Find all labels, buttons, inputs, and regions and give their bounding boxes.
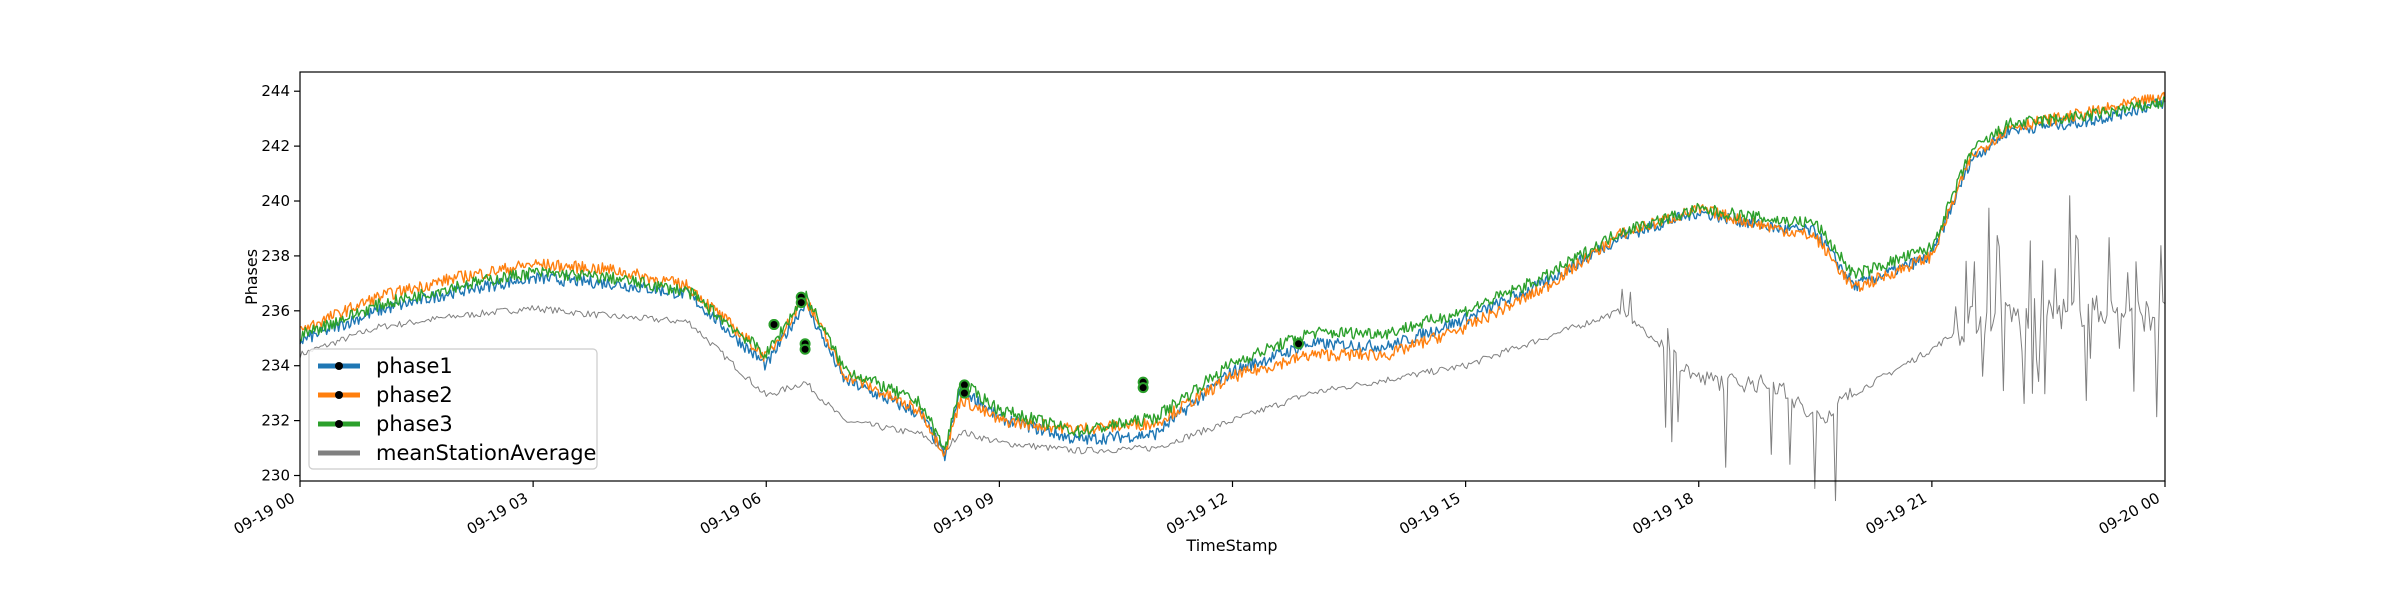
- anomaly-marker: [1293, 338, 1305, 350]
- y-tick-label: 234: [261, 357, 290, 375]
- x-tick-label: 09-19 12: [1163, 489, 1230, 538]
- series-layer: [299, 91, 2166, 502]
- x-tick-label: 09-19 18: [1629, 489, 1696, 538]
- legend-label-phase2: phase2: [376, 383, 453, 407]
- series-line-phase3: [299, 96, 2166, 450]
- anomaly-marker: [795, 297, 807, 309]
- x-tick-label: 09-19 06: [697, 489, 764, 538]
- legend-label-phase3: phase3: [376, 412, 453, 436]
- legend-marker-phase1: [335, 362, 343, 370]
- y-tick-label: 236: [261, 302, 290, 320]
- x-tick-label: 09-19 09: [930, 489, 997, 538]
- y-tick-label: 242: [261, 137, 290, 155]
- series-line-meanStationAverage: [299, 195, 2166, 502]
- legend-box: [308, 348, 598, 470]
- x-tick-label: 09-20 00: [2096, 489, 2163, 538]
- x-tick-label: 09-19 21: [1862, 489, 1929, 538]
- legend-marker-phase2: [335, 391, 343, 399]
- series-line-phase2: [300, 91, 2166, 457]
- y-axis-ticks: 230 232 234 236 238 240 242 244: [261, 82, 300, 485]
- legend-label-meanStationAverage: meanStationAverage: [376, 441, 596, 465]
- anomaly-marker: [799, 343, 811, 355]
- x-axis-ticks: 09-19 00 09-19 03 09-19 06 09-19 09 09-19 12…: [231, 481, 2166, 538]
- y-axis-label: Phases: [242, 249, 261, 305]
- anomaly-marker: [768, 319, 780, 331]
- y-tick-label: 230: [261, 467, 290, 485]
- anomaly-marker: [1137, 382, 1149, 394]
- y-tick-label: 238: [261, 247, 290, 265]
- anomaly-markers: [768, 291, 1305, 399]
- y-tick-label: 244: [261, 82, 290, 100]
- x-tick-label: 09-19 00: [231, 489, 298, 538]
- series-line-phase1: [299, 98, 2166, 462]
- x-tick-label: 09-19 15: [1396, 489, 1463, 538]
- legend-marker-phase3: [335, 420, 343, 428]
- legend-label-phase1: phase1: [376, 354, 453, 378]
- anomaly-marker: [958, 387, 970, 399]
- x-axis-label: TimeStamp: [1185, 536, 1277, 555]
- y-tick-label: 240: [261, 192, 290, 210]
- y-tick-label: 232: [261, 412, 290, 430]
- x-tick-label: 09-19 03: [464, 489, 531, 538]
- legend: phase1 phase2 phase3 meanStationAverage: [308, 348, 598, 470]
